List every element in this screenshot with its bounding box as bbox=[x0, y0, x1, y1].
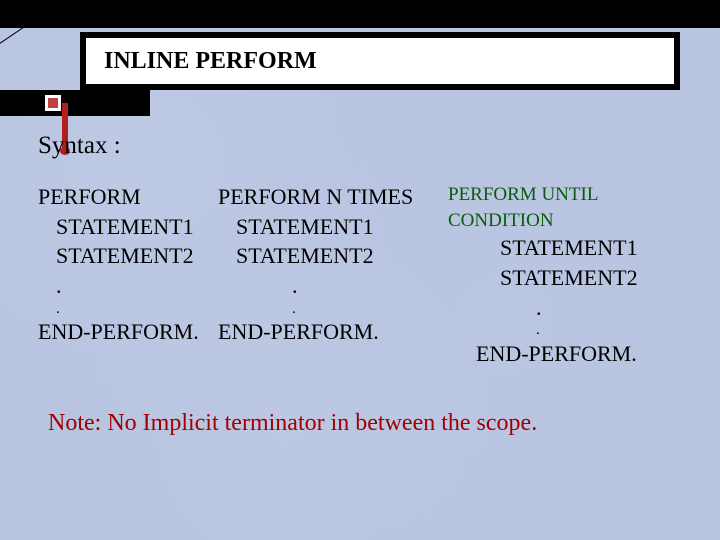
col2-header: PERFORM N TIMES bbox=[218, 182, 448, 212]
col2-dot1: . bbox=[218, 271, 448, 301]
title-box: INLINE PERFORM bbox=[80, 32, 680, 90]
column-3: PERFORM UNTIL CONDITION STATEMENT1 STATE… bbox=[448, 182, 698, 369]
col1-line1: STATEMENT1 bbox=[38, 212, 218, 242]
column-2: PERFORM N TIMES STATEMENT1 STATEMENT2 . … bbox=[218, 182, 448, 369]
top-bar bbox=[0, 0, 720, 28]
col1-header: PERFORM bbox=[38, 182, 218, 212]
col2-line2: STATEMENT2 bbox=[218, 241, 448, 271]
col3-header: PERFORM UNTIL CONDITION bbox=[448, 182, 698, 233]
col1-dot2: . bbox=[38, 301, 218, 318]
col1-line2: STATEMENT2 bbox=[38, 241, 218, 271]
content-area: Syntax : PERFORM STATEMENT1 STATEMENT2 .… bbox=[38, 132, 698, 369]
col2-line1: STATEMENT1 bbox=[218, 212, 448, 242]
column-1: PERFORM STATEMENT1 STATEMENT2 . . END-PE… bbox=[38, 182, 218, 369]
col1-end: END-PERFORM. bbox=[38, 317, 218, 347]
col3-dot2: . bbox=[448, 322, 698, 339]
syntax-columns: PERFORM STATEMENT1 STATEMENT2 . . END-PE… bbox=[38, 182, 698, 369]
col3-dot1: . bbox=[448, 293, 698, 323]
note-text: Note: No Implicit terminator in between … bbox=[48, 410, 537, 437]
left-black-block bbox=[0, 90, 150, 116]
slide-title: INLINE PERFORM bbox=[104, 48, 317, 75]
col3-end: END-PERFORM. bbox=[448, 339, 698, 369]
col1-dot1: . bbox=[38, 271, 218, 301]
col3-line1: STATEMENT1 bbox=[448, 233, 698, 263]
col2-dot2: . bbox=[218, 301, 448, 318]
syntax-label: Syntax : bbox=[38, 132, 698, 160]
col2-end: END-PERFORM. bbox=[218, 317, 448, 347]
bullet-square bbox=[44, 94, 62, 112]
col3-line2: STATEMENT2 bbox=[448, 263, 698, 293]
bullet-square-inner bbox=[48, 98, 58, 108]
